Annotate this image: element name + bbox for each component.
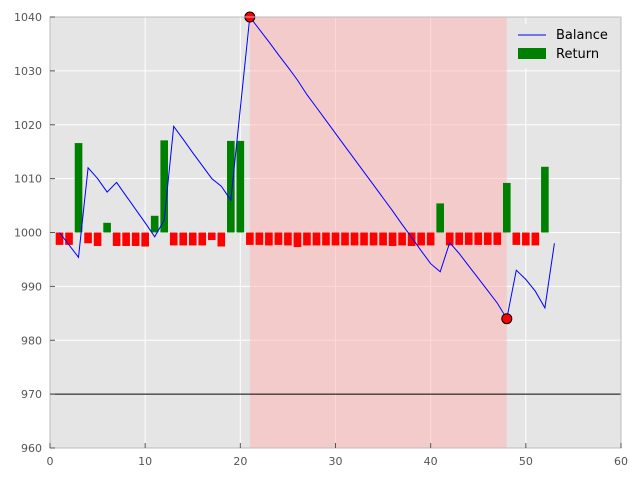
return-bar-negative: [341, 232, 349, 246]
return-bars: [55, 140, 549, 248]
y-tick-label: 1010: [14, 173, 42, 186]
balance-line: [59, 15, 555, 321]
return-bar-positive: [541, 166, 549, 233]
return-bar-positive: [236, 140, 245, 233]
return-bar-negative: [322, 232, 330, 246]
return-bar-negative: [265, 232, 273, 246]
x-tick-label: 30: [329, 455, 343, 468]
legend-return-label: Return: [556, 47, 599, 62]
return-bar-negative: [112, 232, 121, 246]
y-tick-label: 1020: [14, 119, 42, 132]
return-bar-negative: [483, 232, 492, 245]
x-tick-label: 60: [614, 455, 628, 468]
legend-box: [510, 24, 616, 68]
return-bar-negative: [455, 232, 464, 245]
return-bar-positive: [74, 143, 83, 233]
return-bar-positive: [160, 140, 169, 233]
return-bar-negative: [207, 232, 216, 241]
return-bar-negative: [84, 232, 92, 244]
return-bar-negative: [65, 232, 73, 245]
y-tick-label: 970: [21, 388, 42, 401]
y-tick-label: 1030: [14, 65, 42, 78]
return-bar-negative: [246, 232, 254, 245]
return-bar-positive: [103, 222, 111, 233]
return-bar-negative: [217, 232, 226, 247]
return-bar-negative: [426, 232, 435, 246]
return-bar-negative: [122, 232, 130, 246]
return-bar-negative: [369, 232, 378, 246]
return-bar-negative: [55, 232, 64, 245]
return-bar-negative: [141, 232, 149, 247]
markers: [244, 11, 513, 325]
marker-trough: [501, 313, 513, 325]
return-bar-positive: [436, 203, 444, 233]
return-bar-negative: [493, 232, 502, 245]
legend-balance-label: Balance: [556, 28, 608, 43]
return-bar-negative: [312, 232, 321, 246]
return-bar-negative: [284, 232, 292, 246]
return-bar-negative: [274, 232, 283, 245]
return-bar-negative: [179, 232, 188, 246]
return-bar-negative: [474, 232, 483, 245]
return-bar-negative: [198, 232, 207, 246]
return-bar-negative: [293, 232, 302, 248]
return-bar-negative: [464, 232, 473, 245]
return-bar-negative: [360, 232, 368, 246]
return-bar-negative: [379, 232, 387, 246]
return-bar-negative: [131, 232, 140, 246]
y-tick-label: 980: [21, 334, 42, 347]
return-bar-negative: [350, 232, 359, 246]
x-tick-label: 10: [138, 455, 152, 468]
y-tick-label: 1040: [14, 11, 42, 24]
legend: Balance Return: [510, 24, 616, 68]
return-bar-negative: [531, 232, 540, 246]
x-tick-label: 20: [233, 455, 247, 468]
return-bar-negative: [512, 232, 521, 245]
return-bar-negative: [522, 232, 530, 246]
y-tick-label: 960: [21, 442, 42, 455]
return-bar-negative: [407, 232, 416, 246]
y-tick-label: 1000: [14, 227, 42, 240]
x-tick-label: 50: [519, 455, 533, 468]
return-bar-negative: [445, 232, 454, 246]
return-bar-negative: [388, 232, 397, 246]
return-bar-negative: [303, 232, 311, 246]
return-bar-negative: [188, 232, 197, 246]
return-bar-negative: [398, 232, 406, 246]
x-tick-label: 40: [424, 455, 438, 468]
legend-return-swatch: [518, 48, 546, 59]
drawdown-span: [249, 17, 507, 448]
return-bar-negative: [417, 232, 425, 246]
return-bar-negative: [331, 232, 340, 246]
return-bar-positive: [227, 140, 235, 233]
x-tick-label: 0: [47, 455, 54, 468]
return-bar-positive: [502, 182, 511, 233]
y-tick-label: 990: [21, 280, 42, 293]
return-bar-negative: [255, 232, 264, 245]
return-bar-negative: [93, 232, 102, 246]
return-bar-negative: [169, 232, 178, 246]
return-bar-positive: [150, 215, 159, 233]
axis-ticks: 0 10 20 30 40 50 60960970980990100010101020103…: [14, 11, 628, 468]
